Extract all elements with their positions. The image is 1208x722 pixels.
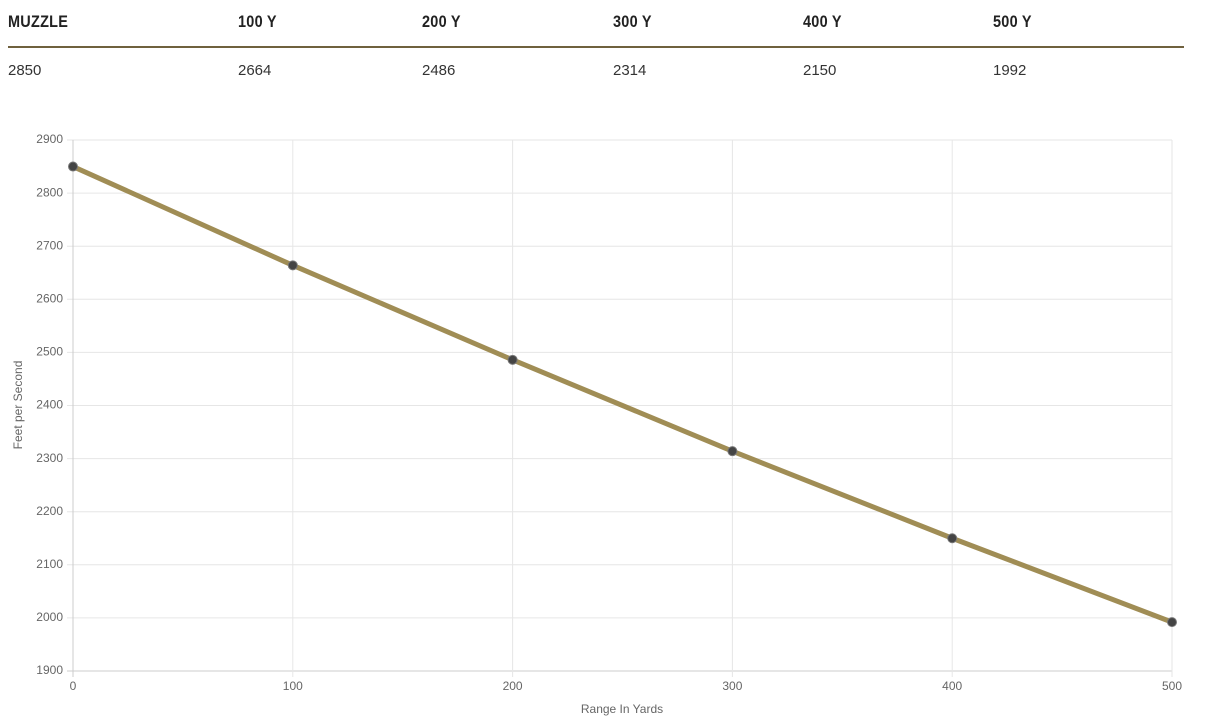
cell: 2486 — [422, 62, 456, 79]
x-tick-label: 400 — [942, 679, 962, 693]
y-tick-label: 2100 — [36, 557, 63, 571]
x-tick-label: 0 — [70, 679, 77, 693]
data-point — [68, 161, 78, 172]
y-tick-label: 2400 — [36, 398, 63, 412]
data-point — [287, 260, 298, 271]
column-header: 500 Y — [993, 12, 1032, 31]
x-tick-label: 200 — [503, 679, 523, 693]
cell: 2664 — [238, 62, 272, 79]
data-point — [947, 533, 958, 544]
x-axis-label: Range In Yards — [581, 702, 663, 716]
column-header: 200 Y — [422, 12, 461, 31]
y-tick-label: 2200 — [36, 504, 63, 518]
header-rule — [8, 46, 1184, 48]
column-header: MUZZLE — [8, 12, 69, 31]
column-header: 400 Y — [803, 12, 842, 31]
cell: 2150 — [803, 62, 837, 79]
data-line — [71, 164, 1173, 625]
y-tick-label: 2300 — [36, 451, 63, 465]
y-tick-label: 2700 — [36, 238, 63, 252]
y-tick-label: 2500 — [36, 345, 63, 359]
column-header: 100 Y — [238, 12, 277, 31]
data-point — [727, 446, 738, 457]
y-tick-label: 2900 — [36, 132, 63, 146]
data-point — [1167, 617, 1177, 628]
cell: 2850 — [8, 62, 42, 79]
y-tick-label: 2600 — [36, 291, 63, 305]
y-tick-label: 2000 — [36, 610, 63, 624]
x-tick-label: 300 — [722, 679, 742, 693]
cell: 2314 — [613, 62, 647, 79]
y-tick-label: 1900 — [36, 663, 63, 677]
data-point — [507, 354, 518, 365]
x-tick-label: 100 — [283, 679, 303, 693]
x-tick-label: 500 — [1162, 679, 1182, 693]
cell: 1992 — [993, 62, 1027, 79]
y-tick-label: 2800 — [36, 185, 63, 199]
y-axis-label: Feet per Second — [11, 361, 25, 450]
column-header: 300 Y — [613, 12, 652, 31]
